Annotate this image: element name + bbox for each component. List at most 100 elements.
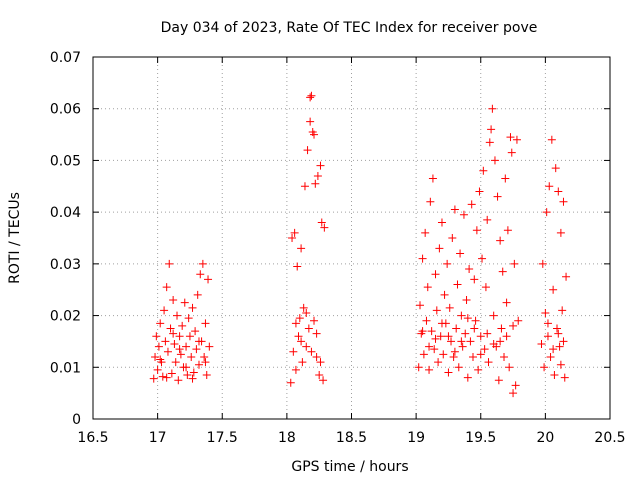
- data-point: [431, 270, 440, 279]
- data-point: [505, 363, 514, 372]
- data-point: [461, 329, 470, 338]
- data-point: [311, 179, 320, 188]
- data-point: [149, 374, 158, 383]
- data-point: [496, 236, 505, 245]
- data-point: [202, 371, 211, 380]
- data-point: [316, 161, 325, 170]
- data-point: [458, 342, 467, 351]
- data-point: [183, 371, 192, 380]
- data-point: [302, 342, 311, 351]
- x-tick-label: 16.5: [77, 430, 108, 446]
- data-point: [454, 363, 463, 372]
- x-tick-label: 19.5: [465, 430, 496, 446]
- data-point: [444, 332, 453, 341]
- data-point: [286, 378, 295, 387]
- data-point: [156, 319, 165, 328]
- data-point: [447, 337, 456, 346]
- x-axis-ticks: 16.5 17 17.5 18 18.5 19 19.5 20 20.5: [77, 57, 626, 446]
- data-point: [498, 267, 507, 276]
- data-point: [448, 234, 457, 242]
- data-point: [307, 347, 316, 356]
- data-point: [414, 363, 423, 372]
- data-point: [457, 337, 466, 346]
- data-point: [313, 171, 322, 180]
- data-point: [419, 350, 428, 359]
- data-point: [490, 156, 499, 165]
- data-point: [497, 324, 506, 333]
- data-point: [193, 290, 202, 299]
- data-point: [555, 342, 564, 351]
- data-point: [194, 337, 203, 346]
- y-axis-label: ROTI / TECUs: [7, 192, 23, 284]
- data-point: [562, 272, 571, 281]
- data-point: [439, 350, 448, 359]
- data-point: [436, 332, 445, 341]
- data-point: [310, 130, 319, 139]
- data-point: [316, 358, 325, 367]
- data-point: [502, 298, 511, 307]
- y-tick-label: 0.06: [50, 102, 81, 118]
- y-axis-ticks: 0 0.01 0.02 0.03 0.04 0.05 0.06 0.07: [50, 50, 610, 428]
- data-point: [462, 296, 471, 305]
- data-point: [299, 303, 308, 312]
- data-point: [437, 218, 446, 227]
- data-point: [176, 350, 185, 359]
- data-point: [509, 389, 518, 398]
- data-point: [192, 345, 201, 354]
- data-point: [320, 223, 329, 232]
- data-point: [169, 296, 178, 305]
- data-point: [470, 324, 479, 333]
- data-point: [312, 352, 321, 361]
- data-point: [294, 332, 303, 341]
- data-point: [449, 352, 458, 361]
- data-point: [166, 324, 175, 333]
- data-point: [494, 376, 503, 385]
- data-point: [437, 319, 446, 328]
- data-point: [450, 205, 459, 214]
- plot-frame: [92, 56, 611, 420]
- data-point: [185, 332, 194, 341]
- data-point: [483, 215, 492, 224]
- data-point: [554, 329, 563, 338]
- data-point: [457, 311, 466, 320]
- data-point: [317, 218, 326, 227]
- data-point: [470, 275, 479, 284]
- data-point: [175, 332, 184, 341]
- data-point: [306, 93, 315, 102]
- data-point: [298, 358, 307, 367]
- data-point: [182, 363, 191, 372]
- data-point: [550, 371, 559, 380]
- data-point: [315, 371, 324, 380]
- data-point: [421, 228, 430, 237]
- data-point: [506, 133, 515, 142]
- data-point: [194, 360, 203, 369]
- data-point: [480, 345, 489, 354]
- data-point: [430, 345, 439, 354]
- data-point: [488, 104, 497, 113]
- data-point: [302, 308, 311, 317]
- data-point: [472, 226, 481, 235]
- data-point: [204, 275, 213, 284]
- data-point: [425, 342, 434, 351]
- data-point: [496, 337, 505, 346]
- data-point: [293, 262, 302, 271]
- data-point: [483, 329, 492, 338]
- data-point: [188, 374, 197, 383]
- data-point: [559, 337, 568, 346]
- data-point: [476, 332, 485, 341]
- data-point: [154, 342, 163, 351]
- y-tick-label: 0.04: [50, 205, 81, 221]
- data-point: [191, 327, 200, 336]
- data-point: [537, 340, 546, 349]
- data-point: [471, 316, 480, 325]
- data-point: [319, 376, 328, 385]
- data-point: [423, 283, 432, 292]
- data-point: [184, 314, 193, 323]
- data-point: [425, 365, 434, 374]
- data-point: [484, 358, 493, 367]
- data-point: [188, 303, 197, 312]
- y-tick-label: 0: [72, 412, 81, 428]
- data-point: [502, 332, 511, 341]
- data-point: [509, 321, 518, 330]
- data-point: [428, 174, 437, 183]
